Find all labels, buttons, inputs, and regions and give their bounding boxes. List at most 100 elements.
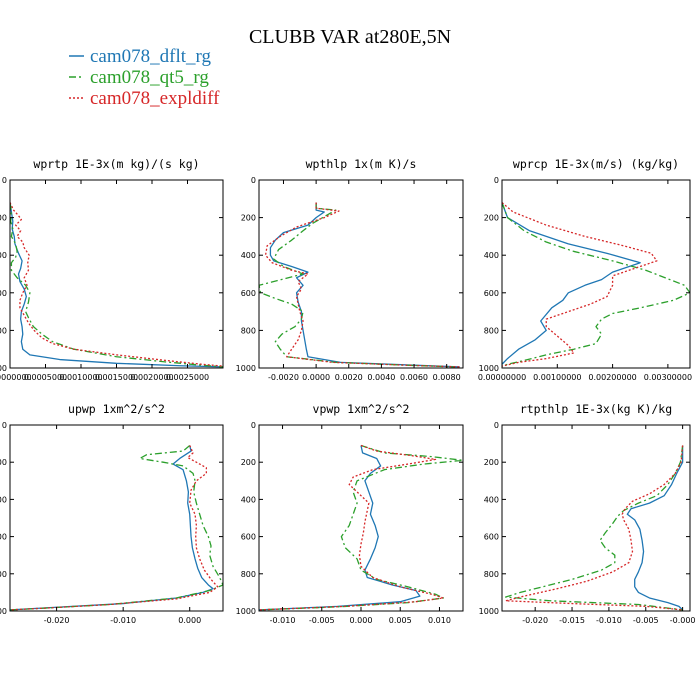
panel-3: upwp 1xm^2/s^2 0 200 400 600 800 1000 -0.020 -0.…	[0, 402, 224, 625]
series-line-cam078_dflt_rg	[10, 445, 214, 611]
y-tick-label: 0	[2, 421, 7, 430]
y-tick-label: 0	[494, 176, 499, 185]
y-tick-label: 600	[484, 533, 499, 542]
series-line-cam078_dflt_rg	[259, 445, 421, 611]
y-tick-label: 800	[484, 570, 499, 579]
series-line-cam078_dflt_rg	[269, 202, 460, 368]
x-tick-label: 0.0025000	[166, 373, 209, 382]
x-tick-label: -0.0020	[268, 373, 299, 382]
y-tick-label: 400	[241, 251, 256, 260]
panel-title-4: vpwp 1xm^2/s^2	[313, 402, 410, 416]
y-tick-label: 1000	[0, 364, 7, 373]
y-tick-label: 200	[241, 458, 256, 467]
legend-label-0: cam078_dflt_rg	[90, 46, 212, 67]
x-tick-label: -0.020	[44, 616, 70, 625]
y-tick-label: 800	[241, 570, 256, 579]
panel-2: wprcp 1E-3x(m/s) (kg/kg) 0 200 400 600 800 100…	[478, 157, 692, 382]
y-tick-label: 600	[484, 289, 499, 298]
legend: cam078_dflt_rg cam078_qt5_rg cam078_expl…	[69, 46, 220, 109]
x-tick-label: -0.005	[633, 616, 659, 625]
series-line-cam078_expldiff	[502, 202, 658, 367]
plot-frame	[258, 179, 464, 369]
series-line-cam078_expldiff	[264, 202, 460, 368]
series-group-3	[10, 444, 223, 611]
y-tick-label: 1000	[0, 607, 7, 616]
panels: wprtp 1E-3x(m kg)/(s kg) 0 200 400 600 800 100…	[0, 157, 696, 625]
y-tick-label: 600	[241, 533, 256, 542]
x-tick-label: 0.0015000	[95, 373, 138, 382]
x-tick-label: -0.015	[559, 616, 585, 625]
panel-4: vpwp 1xm^2/s^2 0 200 400 600 800 1000 -0.010 -0.…	[236, 402, 464, 625]
y-tick-label: 1000	[236, 364, 256, 373]
figure-title: CLUBB VAR at280E,5N	[249, 26, 451, 48]
panel-title-5: rtpthlp 1E-3x(kg K)/kg	[520, 402, 672, 416]
x-tick-label: 0.000	[350, 616, 373, 625]
y-tick-label: 0	[251, 176, 256, 185]
y-tick-label: 400	[0, 495, 7, 504]
series-group-5	[505, 445, 684, 611]
y-tick-label: 0	[251, 421, 256, 430]
y-tick-label: 200	[241, 214, 256, 223]
plot-frame	[501, 179, 691, 369]
x-tick-label: -0.020	[522, 616, 548, 625]
x-tick-label: 0.00200000	[588, 373, 636, 382]
x-tick-label: -0.010	[270, 616, 296, 625]
y-tick-label: 200	[484, 214, 499, 223]
x-tick-label: 0.0010000	[59, 373, 102, 382]
panel-5: rtpthlp 1E-3x(kg K)/kg 0 200 400 600 800 1000 -…	[479, 402, 696, 625]
y-tick-label: 1000	[479, 607, 499, 616]
y-tick-label: 800	[0, 326, 7, 335]
y-tick-label: 400	[484, 495, 499, 504]
series-line-cam078_expldiff	[259, 444, 445, 611]
legend-label-1: cam078_qt5_rg	[90, 67, 209, 88]
series-line-cam078_qt5_rg	[505, 445, 684, 611]
y-tick-label: 800	[484, 326, 499, 335]
y-tick-label: 800	[0, 570, 7, 579]
x-tick-label: 0.0080	[433, 373, 461, 382]
panel-1: wpthlp 1x(m K)/s 0 200 400 600 800 1000 -0.0020…	[236, 157, 464, 382]
series-line-cam078_dflt_rg	[626, 445, 684, 611]
x-tick-label: 0.00100000	[533, 373, 581, 382]
panel-0: wprtp 1E-3x(m kg)/(s kg) 0 200 400 600 800 100…	[0, 157, 224, 382]
series-line-cam078_qt5_rg	[502, 202, 690, 367]
x-tick-label: 0.0000000	[0, 373, 32, 382]
x-tick-label: 0.0020000	[130, 373, 173, 382]
x-tick-label: -0.005	[309, 616, 335, 625]
y-tick-label: 400	[241, 495, 256, 504]
x-tick-label: 0.0005000	[24, 373, 67, 382]
x-tick-label: 0.000	[178, 616, 201, 625]
series-line-cam078_expldiff	[10, 202, 223, 367]
series-group-2	[502, 202, 690, 367]
x-tick-label: 0.00300000	[644, 373, 692, 382]
legend-label-2: cam078_expldiff	[90, 88, 220, 109]
panel-title-1: wpthlp 1x(m K)/s	[306, 157, 417, 171]
y-tick-label: 600	[0, 533, 7, 542]
y-tick-label: 0	[494, 421, 499, 430]
x-tick-label: -0.010	[110, 616, 136, 625]
x-tick-label: 0.00000000	[478, 373, 526, 382]
x-tick-label: -0.010	[596, 616, 622, 625]
series-line-cam078_expldiff	[505, 445, 684, 611]
series-group-0	[10, 202, 223, 368]
x-tick-label: 0.0060	[400, 373, 428, 382]
x-tick-label: 0.010	[428, 616, 451, 625]
series-line-cam078_dflt_rg	[10, 202, 223, 368]
x-tick-label: 0.0040	[367, 373, 395, 382]
y-tick-label: 1000	[479, 364, 499, 373]
y-tick-label: 800	[241, 326, 256, 335]
series-line-cam078_dflt_rg	[502, 202, 641, 365]
y-tick-label: 600	[0, 289, 7, 298]
y-tick-label: 400	[484, 251, 499, 260]
y-tick-label: 600	[241, 289, 256, 298]
y-tick-label: 0	[2, 176, 7, 185]
panel-title-0: wprtp 1E-3x(m kg)/(s kg)	[33, 157, 199, 171]
x-tick-label: 0.0020	[335, 373, 363, 382]
y-tick-label: 200	[0, 458, 7, 467]
x-tick-label: -0.000	[670, 616, 696, 625]
plot-frame	[9, 424, 224, 612]
y-tick-label: 1000	[236, 607, 256, 616]
series-group-4	[259, 444, 463, 611]
x-tick-label: 0.0000	[302, 373, 330, 382]
